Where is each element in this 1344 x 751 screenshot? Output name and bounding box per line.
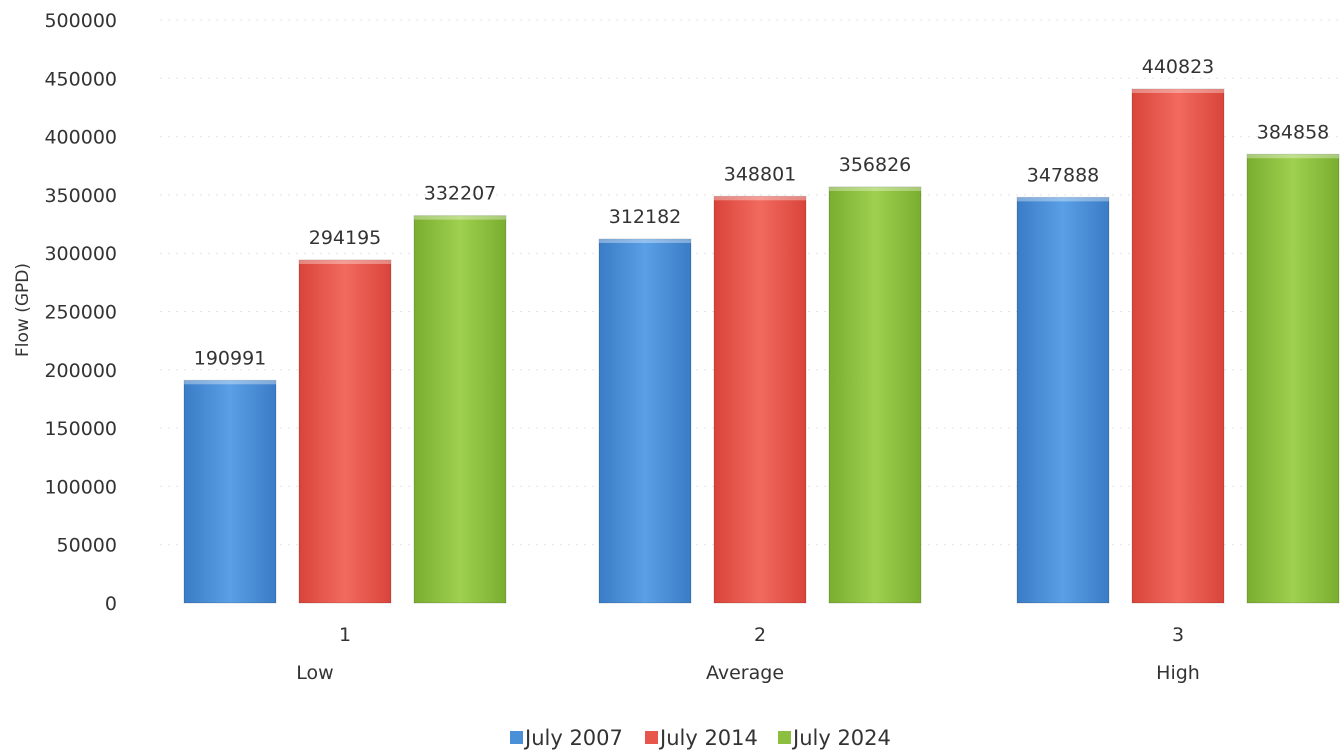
y-tick-label: 450000 xyxy=(44,68,117,90)
y-tick-label: 300000 xyxy=(44,243,117,265)
bars xyxy=(183,88,1340,604)
y-tick-label: 400000 xyxy=(44,127,117,149)
bar-highlight xyxy=(1017,197,1109,202)
y-axis-ticks: 0 50000 100000 150000 200000 250000 300000 3500… xyxy=(44,10,117,615)
category-name-label: Average xyxy=(706,662,784,684)
bar-highlight xyxy=(414,215,506,220)
y-axis-label: Flow (GPD) xyxy=(13,263,33,357)
bar-july-2014-3 xyxy=(1131,88,1225,604)
y-tick-label: 500000 xyxy=(44,10,117,32)
bar-july-2007-1 xyxy=(183,379,277,604)
data-label: 348801 xyxy=(724,163,797,185)
data-label: 312182 xyxy=(609,206,682,228)
data-label: 332207 xyxy=(424,183,497,205)
bar-highlight xyxy=(599,238,691,243)
data-label: 190991 xyxy=(194,347,267,369)
data-label: 294195 xyxy=(309,227,382,249)
data-label: 347888 xyxy=(1027,164,1100,186)
legend-label: July 2007 xyxy=(523,726,623,750)
category-labels: 1 Low 2 Average 3 High xyxy=(296,624,1200,684)
legend-label: July 2014 xyxy=(658,726,758,750)
legend-swatch xyxy=(778,731,791,744)
y-tick-label: 150000 xyxy=(44,418,117,440)
bar-july-2007-2 xyxy=(598,238,692,604)
bar-highlight xyxy=(714,196,806,201)
bar-highlight xyxy=(1132,89,1224,94)
y-tick-label: 50000 xyxy=(57,535,117,557)
y-tick-label: 200000 xyxy=(44,360,117,382)
y-tick-label: 100000 xyxy=(44,476,117,498)
bar-july-2024-1 xyxy=(413,215,507,604)
data-label: 356826 xyxy=(839,154,912,176)
bar-highlight xyxy=(829,186,921,191)
bar-july-2007-3 xyxy=(1016,196,1110,604)
data-label: 440823 xyxy=(1142,56,1215,78)
bar-july-2014-1 xyxy=(298,259,392,604)
category-name-label: Low xyxy=(296,662,333,684)
category-tick-label: 3 xyxy=(1172,624,1184,646)
category-tick-label: 1 xyxy=(339,624,351,646)
category-tick-label: 2 xyxy=(754,624,766,646)
data-labels: 190991 294195 332207 312182 348801 356826 3478… xyxy=(194,56,1330,369)
bar-july-2024-2 xyxy=(828,186,922,604)
bar-highlight xyxy=(299,259,391,264)
category-name-label: High xyxy=(1156,662,1200,684)
bar-highlight xyxy=(184,380,276,385)
bar-july-2014-2 xyxy=(713,195,807,604)
legend-swatch xyxy=(510,731,523,744)
legend: July 2007 July 2014 July 2024 xyxy=(510,726,891,750)
y-tick-label: 350000 xyxy=(44,185,117,207)
y-tick-label: 0 xyxy=(105,593,117,615)
bar-highlight xyxy=(1247,154,1339,159)
y-tick-label: 250000 xyxy=(44,302,117,324)
data-label: 384858 xyxy=(1257,121,1330,143)
legend-swatch xyxy=(645,731,658,744)
legend-label: July 2024 xyxy=(791,726,891,750)
bar-july-2024-3 xyxy=(1246,153,1340,604)
